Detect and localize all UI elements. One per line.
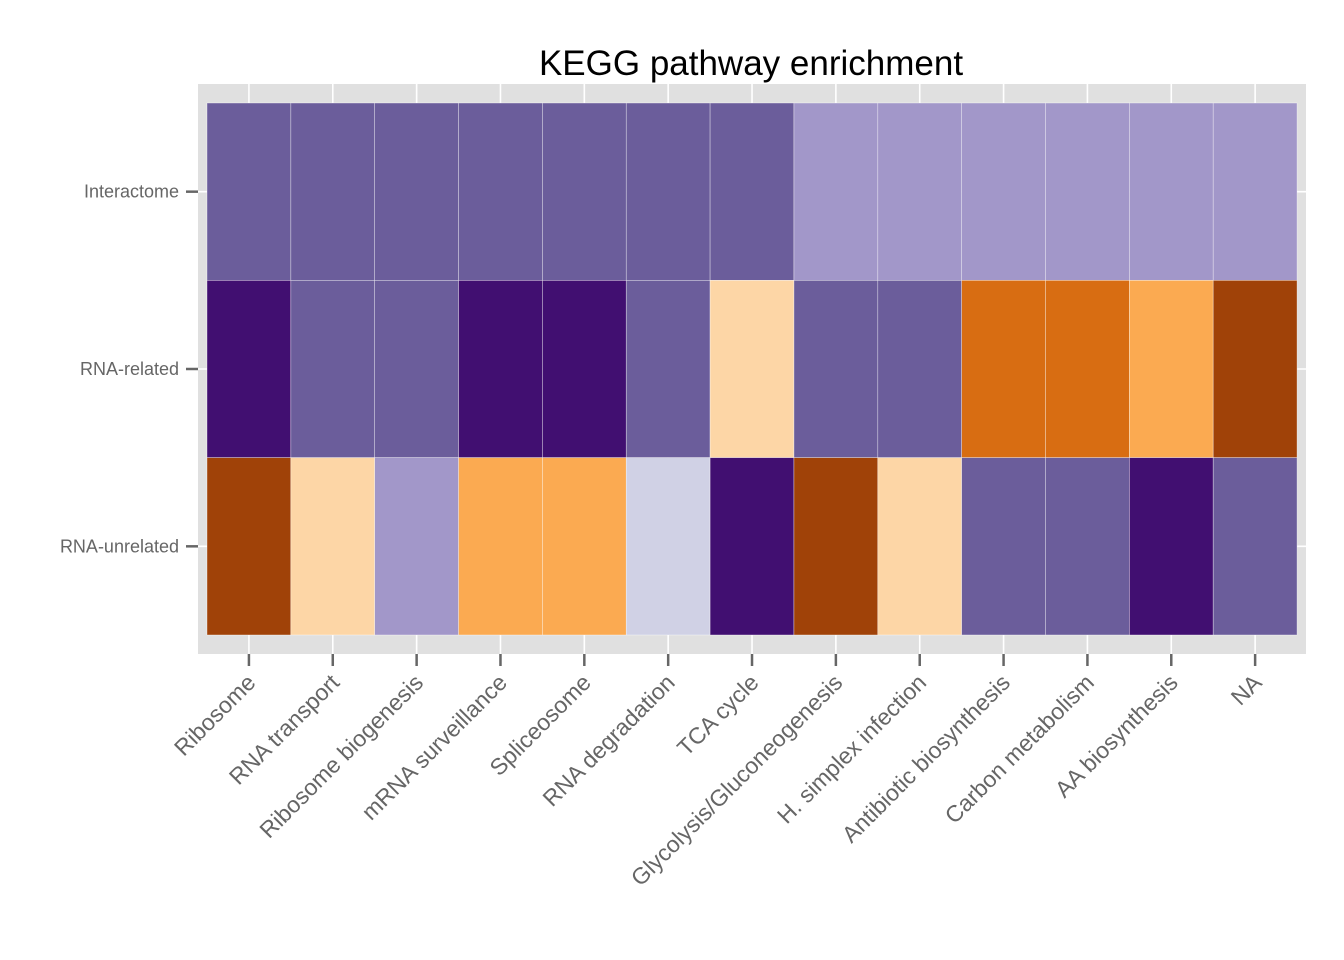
heatmap-cell: RNA-related / TCA cycle: 5	[709, 280, 795, 458]
heatmap-cell: RNA-related / H. simplex infection: 2	[877, 280, 962, 458]
heatmap-cell: RNA-related / Ribosome: 1	[206, 280, 292, 458]
heatmap-cell: RNA-related / RNA transport: 2	[290, 280, 376, 458]
heatmap-cell: RNA-unrelated / RNA degradation: 4	[625, 457, 711, 636]
heatmap-cell: RNA-related / AA biosynthesis: 6	[1129, 280, 1214, 458]
heatmap-cell: Interactome / H. simplex infection: 3	[877, 102, 962, 281]
heatmap-cell: RNA-unrelated / H. simplex infection: 5	[877, 457, 962, 636]
heatmap-cell: RNA-related / NA: 8	[1212, 280, 1298, 458]
heatmap-cell: Interactome / Glycolysis/Gluconeogenesis…	[793, 102, 879, 281]
x-tick-label: NA	[1226, 669, 1267, 710]
heatmap-cell: RNA-unrelated / Ribosome biogenesis: 3	[374, 457, 459, 636]
heatmap-cell: RNA-unrelated / Ribosome: 8	[206, 457, 292, 636]
heatmap-cell: Interactome / Antibiotic biosynthesis: 3	[961, 102, 1046, 281]
heatmap-cell: RNA-unrelated / Spliceosome: 6	[542, 457, 627, 636]
heatmap-cell: Interactome / Carbon metabolism: 3	[1045, 102, 1130, 281]
heatmap-cell: RNA-related / RNA degradation: 2	[625, 280, 711, 458]
heatmap-cell: Interactome / Ribosome biogenesis: 2	[374, 102, 459, 281]
heatmap-cell: RNA-unrelated / AA biosynthesis: 1	[1129, 457, 1214, 636]
heatmap-cell: RNA-related / Antibiotic biosynthesis: 7	[961, 280, 1046, 458]
y-tick-label: RNA-unrelated	[60, 536, 179, 556]
heatmap-cell: Interactome / RNA transport: 2	[290, 102, 376, 281]
chart-title: KEGG pathway enrichment	[539, 44, 963, 83]
x-tick-label: Antibiotic biosynthesis	[837, 669, 1015, 847]
heatmap-cell: RNA-related / Glycolysis/Gluconeogenesis…	[793, 280, 879, 458]
heatmap-cell: RNA-related / mRNA surveillance: 1	[458, 280, 543, 458]
y-tick-label: RNA-related	[80, 359, 179, 379]
heatmap-cell: Interactome / mRNA surveillance: 2	[458, 102, 543, 281]
y-tick-label: Interactome	[84, 182, 179, 202]
heatmap-cell: RNA-related / Ribosome biogenesis: 2	[374, 280, 459, 458]
heatmap-cell: RNA-unrelated / Antibiotic biosynthesis:…	[961, 457, 1046, 636]
heatmap-cell: RNA-unrelated / TCA cycle: 1	[709, 457, 795, 636]
heatmap-cell: Interactome / TCA cycle: 2	[709, 102, 795, 281]
heatmap-cell: RNA-unrelated / Carbon metabolism: 2	[1045, 457, 1130, 636]
heatmap-cell: RNA-unrelated / RNA transport: 5	[290, 457, 376, 636]
plot-area: Interactome / Ribosome: 2Interactome / R…	[60, 84, 1306, 891]
heatmap-cell: RNA-unrelated / mRNA surveillance: 6	[458, 457, 543, 636]
heatmap-cell: Interactome / RNA degradation: 2	[625, 102, 711, 281]
x-tick-label: Ribosome biogenesis	[254, 669, 428, 843]
heatmap-cell: RNA-related / Carbon metabolism: 7	[1045, 280, 1130, 458]
heatmap-cell: Interactome / Ribosome: 2	[206, 102, 292, 281]
x-tick-label: Carbon metabolism	[940, 669, 1099, 828]
x-tick-label: H. simplex infection	[772, 669, 931, 828]
heatmap-cell: Interactome / AA biosynthesis: 3	[1129, 102, 1214, 281]
x-tick-label: mRNA surveillance	[356, 669, 512, 825]
heatmap-cell: RNA-related / Spliceosome: 1	[542, 280, 627, 458]
heatmap-cell: Interactome / NA: 3	[1212, 102, 1298, 281]
heatmap-cell: RNA-unrelated / NA: 2	[1212, 457, 1298, 636]
heatmap-cell: Interactome / Spliceosome: 2	[542, 102, 627, 281]
heatmap-cell: RNA-unrelated / Glycolysis/Gluconeogenes…	[793, 457, 879, 636]
